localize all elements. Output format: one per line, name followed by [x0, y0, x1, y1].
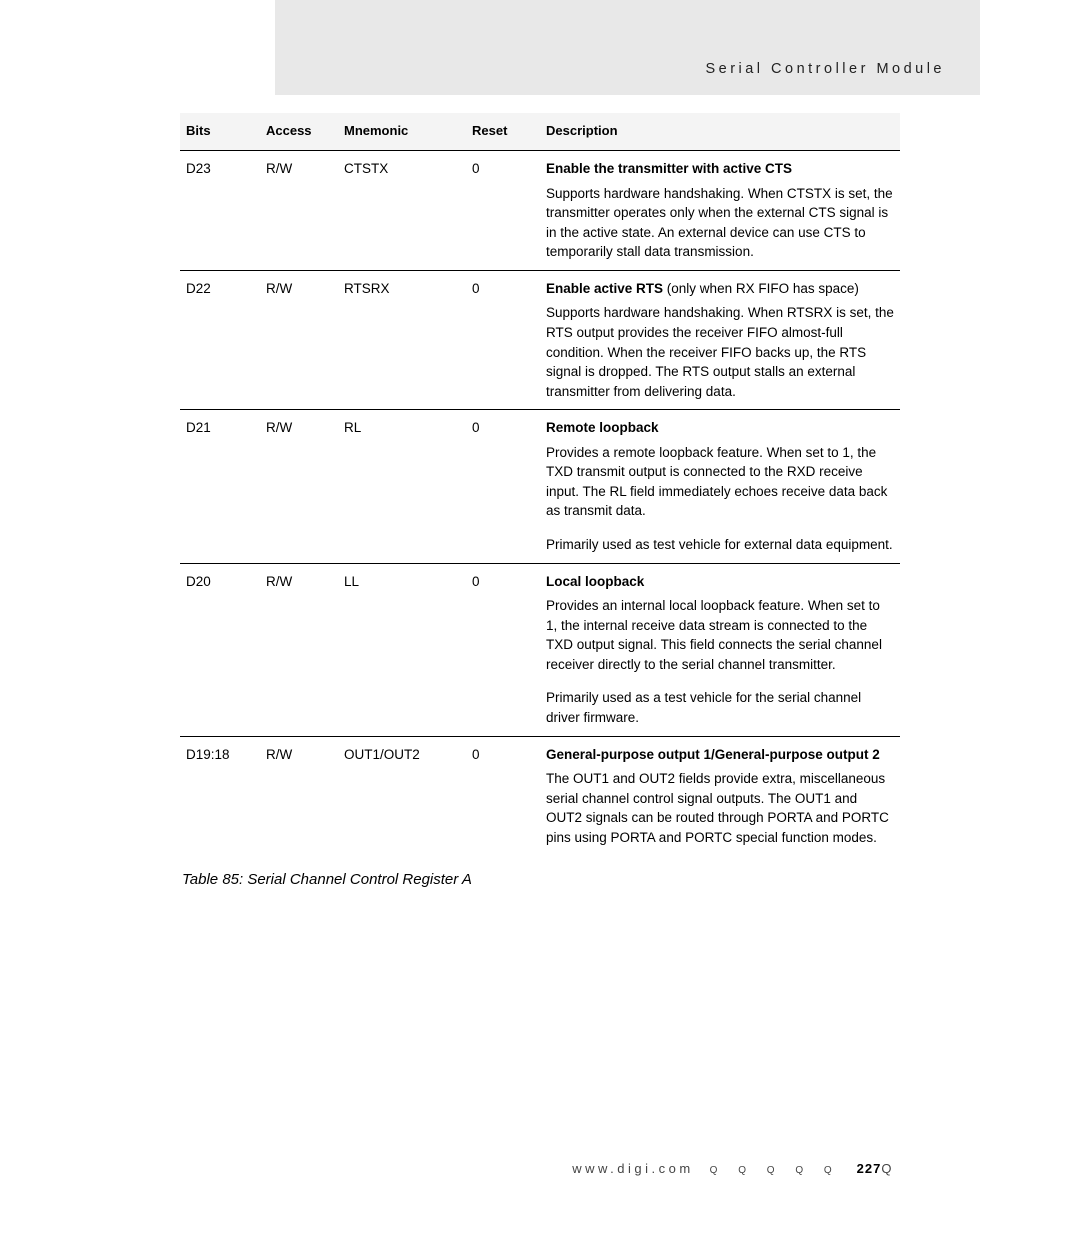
cell-description: General-purpose output 1/General-purpose… — [540, 736, 900, 855]
cell-mnemonic: RL — [338, 410, 466, 563]
desc-body: Provides an internal local loopback feat… — [546, 596, 894, 674]
cell-mnemonic: OUT1/OUT2 — [338, 736, 466, 855]
cell-mnemonic: LL — [338, 563, 466, 736]
cell-reset: 0 — [466, 151, 540, 271]
cell-mnemonic: CTSTX — [338, 151, 466, 271]
desc-body: Supports hardware handshaking. When CTST… — [546, 184, 894, 262]
col-header-description: Description — [540, 113, 900, 151]
table-row: D20 R/W LL 0 Local loopback Provides an … — [180, 563, 900, 736]
cell-description: Enable active RTS (only when RX FIFO has… — [540, 270, 900, 409]
cell-access: R/W — [260, 270, 338, 409]
cell-access: R/W — [260, 563, 338, 736]
footer-url: www.digi.com — [572, 1161, 693, 1176]
cell-mnemonic: RTSRX — [338, 270, 466, 409]
page-number: 227 — [857, 1161, 882, 1176]
section-title: Serial Controller Module — [705, 61, 945, 77]
cell-bits: D22 — [180, 270, 260, 409]
table-row: D21 R/W RL 0 Remote loopback Provides a … — [180, 410, 900, 563]
cell-access: R/W — [260, 410, 338, 563]
desc-title: Local loopback — [546, 574, 644, 589]
footer-tail: Q — [881, 1161, 895, 1176]
desc-body: The OUT1 and OUT2 fields provide extra, … — [546, 769, 894, 847]
cell-bits: D23 — [180, 151, 260, 271]
desc-body2: Primarily used as test vehicle for exter… — [546, 535, 894, 555]
cell-access: R/W — [260, 151, 338, 271]
desc-title: Enable the transmitter with active CTS — [546, 161, 792, 176]
col-header-access: Access — [260, 113, 338, 151]
table-header-row: Bits Access Mnemonic Reset Description — [180, 113, 900, 151]
desc-title: Remote loopback — [546, 420, 659, 435]
table-caption: Table 85: Serial Channel Control Registe… — [182, 871, 900, 888]
register-table: Bits Access Mnemonic Reset Description D… — [180, 113, 900, 855]
cell-bits: D21 — [180, 410, 260, 563]
col-header-reset: Reset — [466, 113, 540, 151]
cell-reset: 0 — [466, 410, 540, 563]
footer-marks: Q Q Q Q Q — [710, 1165, 841, 1176]
desc-title-extra: (only when RX FIFO has space) — [663, 281, 859, 296]
col-header-bits: Bits — [180, 113, 260, 151]
cell-description: Remote loopback Provides a remote loopba… — [540, 410, 900, 563]
cell-reset: 0 — [466, 736, 540, 855]
page-footer: www.digi.com Q Q Q Q Q 227Q — [572, 1161, 895, 1176]
header-band: Serial Controller Module — [275, 0, 980, 95]
cell-reset: 0 — [466, 563, 540, 736]
cell-access: R/W — [260, 736, 338, 855]
desc-body: Supports hardware handshaking. When RTSR… — [546, 303, 894, 401]
desc-body2: Primarily used as a test vehicle for the… — [546, 688, 894, 727]
table-row: D19:18 R/W OUT1/OUT2 0 General-purpose o… — [180, 736, 900, 855]
desc-title: Enable active RTS — [546, 281, 663, 296]
col-header-mnemonic: Mnemonic — [338, 113, 466, 151]
cell-description: Enable the transmitter with active CTS S… — [540, 151, 900, 271]
table-row: D23 R/W CTSTX 0 Enable the transmitter w… — [180, 151, 900, 271]
desc-body: Provides a remote loopback feature. When… — [546, 443, 894, 521]
content-area: Bits Access Mnemonic Reset Description D… — [180, 113, 900, 888]
table-row: D22 R/W RTSRX 0 Enable active RTS (only … — [180, 270, 900, 409]
cell-bits: D20 — [180, 563, 260, 736]
cell-reset: 0 — [466, 270, 540, 409]
desc-title: General-purpose output 1/General-purpose… — [546, 747, 880, 762]
cell-bits: D19:18 — [180, 736, 260, 855]
cell-description: Local loopback Provides an internal loca… — [540, 563, 900, 736]
